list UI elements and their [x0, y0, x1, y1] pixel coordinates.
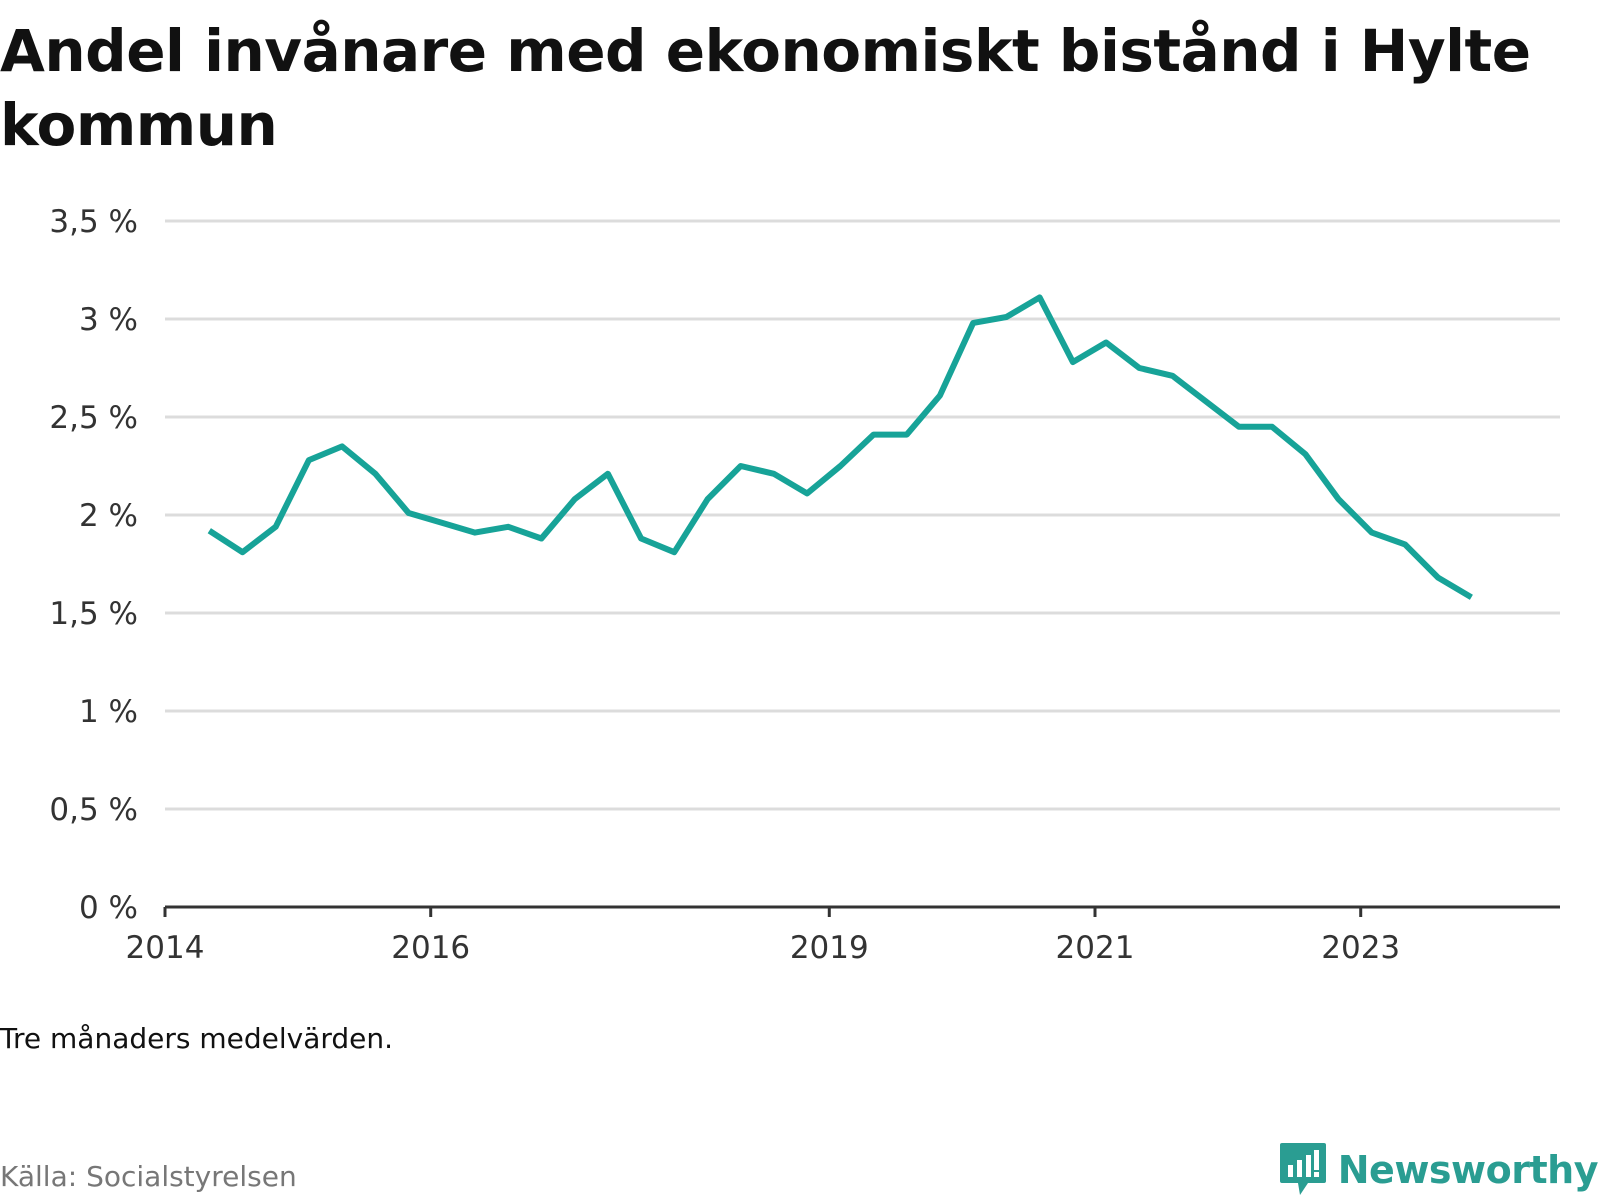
y-axis-tick-labels: 0 % 0,5 % 1 % 1,5 % 2 % 2,5 % 3 % 3,5 % [49, 204, 138, 926]
source-credit: Källa: Socialstyrelsen [0, 1160, 297, 1193]
x-tick-label: 2023 [1321, 930, 1400, 966]
y-tick-label: 1,5 % [49, 596, 138, 632]
x-tick-label: 2019 [790, 930, 869, 966]
chart-title: Andel invånare med ekonomiskt bistånd i … [0, 17, 1531, 159]
y-tick-label: 0 % [79, 890, 138, 926]
chart-note: Tre månaders medelvärden. [0, 1022, 394, 1055]
brand-logo: Newsworthy [1278, 1140, 1599, 1200]
series-line [207, 294, 1473, 600]
x-axis-ticks: 2014 2016 2019 2021 2023 [126, 907, 1400, 966]
x-tick-label: 2021 [1056, 930, 1135, 966]
gridlines [165, 219, 1560, 811]
newsworthy-logo-icon [1279, 1143, 1326, 1195]
x-tick-label: 2014 [126, 930, 205, 966]
y-tick-label: 3 % [79, 302, 138, 338]
y-tick-label: 3,5 % [49, 204, 138, 240]
y-tick-label: 2,5 % [49, 400, 138, 436]
y-tick-label: 1 % [79, 694, 138, 730]
y-tick-label: 0,5 % [49, 792, 138, 828]
line-chart: 0 %0,5 %1 %1,5 %2 %2,5 %3 %3,5 % 2014 201… [49, 204, 1560, 966]
brand-name: Newsworthy [1337, 1148, 1599, 1192]
x-tick-label: 2016 [391, 930, 470, 966]
y-tick-label: 2 % [79, 498, 138, 534]
